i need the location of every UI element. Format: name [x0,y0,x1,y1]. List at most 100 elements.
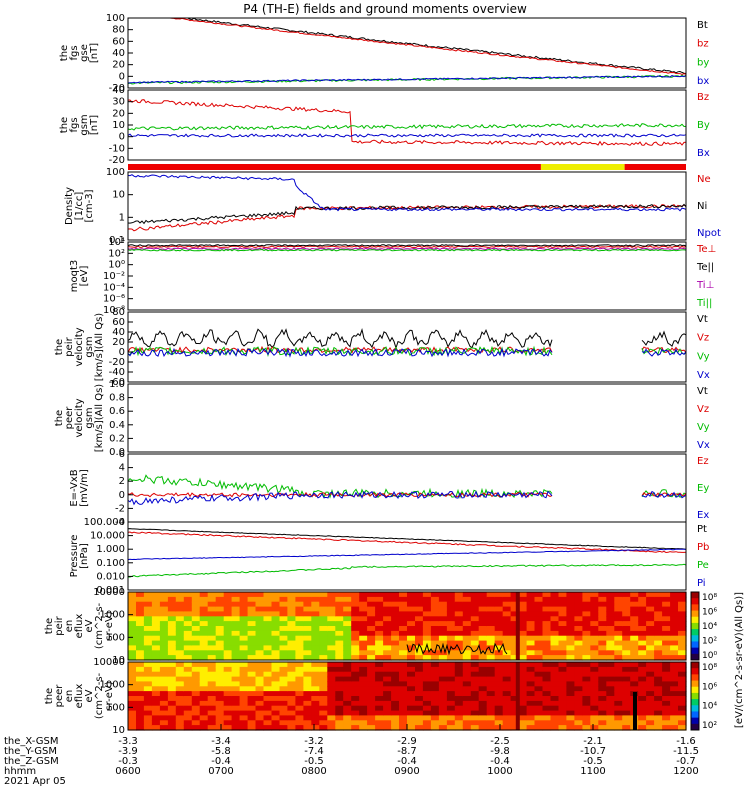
peir-spec-cell [263,616,273,622]
peir-spec-cell [128,616,137,622]
peir-spec-cell [502,626,512,632]
colorbar-tick: 10⁶ [702,682,717,692]
peer-spec-cell [646,666,655,673]
peer-spec-cell [654,710,663,717]
peir-spec-cell [191,640,201,647]
peer-spec-cell [303,666,312,673]
peir-spec-cell [422,611,432,617]
peer-spec-cell [143,666,153,673]
peir-spec-cell [526,606,536,613]
peir-spec-cell [486,606,496,613]
peir-spec-cell [430,621,440,627]
x-row-value: -0.3 [118,756,138,767]
peir-spec-cell [391,626,400,632]
temp-legend-Te⊥: Te⊥ [696,244,716,255]
peer-spec-cell [590,691,599,697]
peer-spec-cell [151,725,161,731]
peer-spec-cell [407,666,416,673]
peer-spec-cell [478,715,488,721]
pressure-ylabel-line: Pressure [69,535,80,578]
peer-spec-ylabel-line: eV [84,689,95,702]
peer-spec-cell [375,676,384,683]
peir-spec-cell [255,626,265,632]
peir-spec-cell [438,655,448,661]
peer-spec-cell [638,666,647,673]
peir-spec-cell [295,611,304,617]
peer-spec-cell [462,691,472,697]
peir-spec-cell [399,601,408,608]
peer-spec-cell [454,725,464,731]
peir-spec-cell [558,635,568,642]
peir-spec-cell [399,655,408,661]
peer-spec-cell [287,676,296,683]
peir-spec-cell [383,592,392,598]
fgs-gse-legend-bx: bx [697,76,709,87]
colorbar-frame [690,661,700,731]
peir-spec-cell [223,655,233,661]
peir-spec-cell [470,601,480,608]
peir-spec-cell [255,645,265,651]
peir-spec-cell [263,596,273,603]
peir-spec-cell [407,592,416,598]
peer-spec-cell [279,686,289,692]
peer-spec-cell [327,662,336,668]
peir-spec-cell [526,596,536,603]
density-legend-Ni: Ni [697,201,707,212]
peer-spec-cell [446,725,456,731]
peer-spec-cell [558,671,568,678]
peir-spec-cell [151,655,161,661]
peir-spec-cell [606,630,615,637]
peir-spec-cell [415,650,424,656]
peir-spec-cell [383,611,392,617]
peir-spec-cell [534,650,544,656]
peir-spec-cell [582,606,591,613]
peir-spec-cell [654,650,663,656]
peir-spec-cell [167,655,177,661]
peir-spec-cell [319,621,328,627]
peer-spec-cell [319,662,328,668]
peer-spec-cell [574,662,583,668]
peir-spec-cell [271,616,281,622]
peir-spec-cell [582,621,591,627]
colorbar-tick: 10⁴ [702,702,717,712]
peir-spec-cell [582,640,591,647]
peer-spec-cell [136,676,145,683]
peir-spec-cell [518,616,528,622]
peer-spec-cell [183,725,193,731]
peer-spec-cell [486,715,496,721]
peir-spec-cell [415,630,424,637]
peir-vel-line-2-seg1 [641,347,687,355]
peer-spec-cell [223,725,233,731]
peir-spec-cell [662,616,671,622]
peir-spec-cell [199,596,209,603]
peer-spec-cell [199,720,209,726]
peir-spec-cell [678,621,687,627]
peir-spec-cell [590,650,599,656]
peer-spec-cell [159,720,169,726]
peir-spec-cell [590,640,599,647]
peir-spec-cell [271,606,281,613]
peir-spec-cell [670,606,679,613]
peer-spec-cell [231,710,241,717]
peer-spec-cell [215,666,225,673]
peer-spec-cell [454,676,464,683]
peer-spec-cell [486,666,496,673]
peer-spec-cell [383,666,392,673]
peir-spec-cell [630,592,639,598]
peer-spec-cell [462,720,472,726]
peer-spec-cell [303,671,312,678]
peer-spec-cell [175,676,185,683]
peir-spec-cell [534,635,544,642]
peer-spec-cell [614,666,623,673]
peir-vel-tick-label: 20 [112,337,125,348]
peer-spec-cell [486,691,496,697]
peer-spec-cell [263,681,273,687]
peer-spec-cell [438,691,448,697]
peir-spec-cell [526,635,536,642]
peer-spec-cell [486,700,496,707]
peer-spec-cell [494,700,504,707]
peer-spec-cell [391,696,400,702]
peir-spec-ylabel-line: en [64,620,75,633]
pressure-tick-label: 1.000 [96,544,125,555]
